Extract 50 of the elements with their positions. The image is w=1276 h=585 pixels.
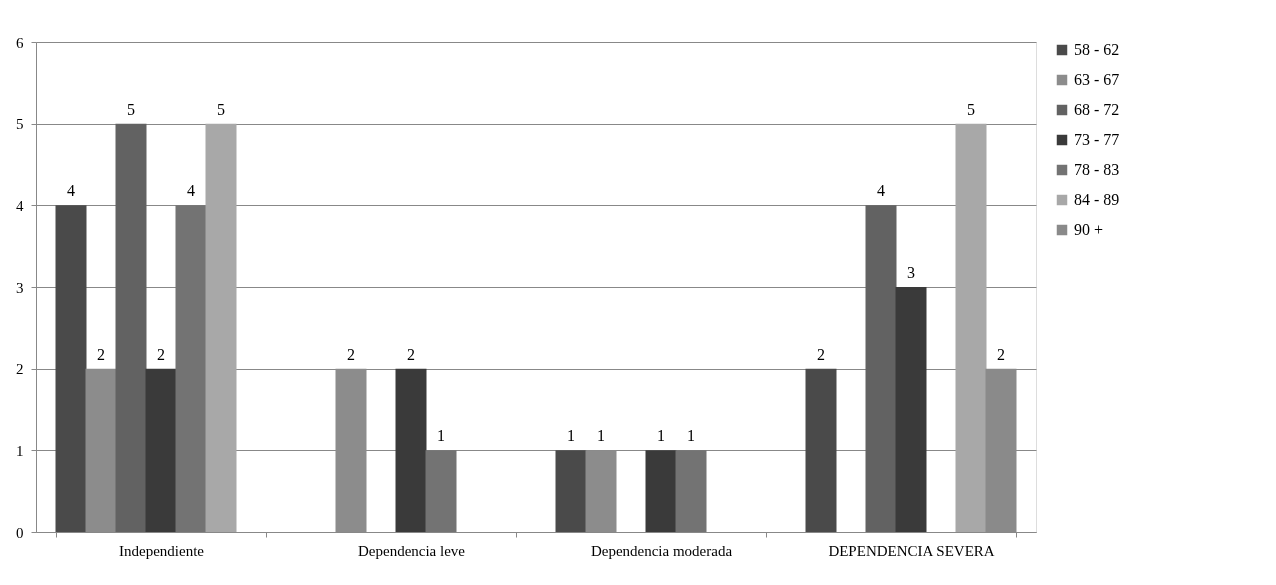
bar xyxy=(395,368,427,532)
y-tick-label: 4 xyxy=(16,197,24,214)
bar xyxy=(205,123,237,532)
legend-label: 63 - 67 xyxy=(1074,71,1120,88)
bar xyxy=(895,287,927,532)
bar xyxy=(675,450,707,532)
data-label: 2 xyxy=(97,345,105,363)
bar xyxy=(555,450,587,532)
y-tick-label: 1 xyxy=(16,442,24,459)
data-label: 5 xyxy=(217,100,225,118)
data-label: 2 xyxy=(997,345,1005,363)
legend-label: 84 - 89 xyxy=(1074,191,1120,208)
legend-label: 68 - 72 xyxy=(1074,101,1120,118)
data-label: 1 xyxy=(597,427,605,445)
bar xyxy=(865,205,897,532)
x-tick-label: Dependencia moderada xyxy=(590,542,733,559)
bar xyxy=(805,368,837,532)
data-label: 5 xyxy=(127,100,135,118)
y-tick-label: 0 xyxy=(16,524,24,541)
bar xyxy=(645,450,677,532)
legend-label: 90 + xyxy=(1074,221,1104,238)
data-label: 2 xyxy=(817,345,825,363)
data-label: 5 xyxy=(967,100,975,118)
bar xyxy=(115,123,147,532)
x-tick-label: Dependencia leve xyxy=(357,542,466,559)
data-label: 1 xyxy=(657,427,665,445)
y-tick-label: 3 xyxy=(16,279,24,296)
bar xyxy=(55,205,87,532)
data-label: 2 xyxy=(347,345,355,363)
bar xyxy=(175,205,207,532)
y-tick-label: 5 xyxy=(16,116,24,133)
y-tick-label: 6 xyxy=(16,34,24,51)
data-label: 4 xyxy=(187,182,195,200)
bar xyxy=(425,450,457,532)
bar xyxy=(955,123,987,532)
legend-label: 78 - 83 xyxy=(1074,161,1120,178)
legend-label: 58 - 62 xyxy=(1074,41,1120,58)
data-label: 2 xyxy=(157,345,165,363)
data-label: 4 xyxy=(67,182,75,200)
data-label: 1 xyxy=(567,427,575,445)
data-label: 3 xyxy=(907,264,915,281)
bar xyxy=(145,368,177,532)
data-label: 1 xyxy=(687,427,695,445)
x-tick-label: DEPENDENCIA SEVERA xyxy=(828,542,995,559)
data-label: 4 xyxy=(877,182,885,200)
data-label: 1 xyxy=(437,427,445,445)
data-label: 2 xyxy=(407,345,415,363)
y-tick-label: 2 xyxy=(16,361,24,378)
x-tick-label: Independiente xyxy=(119,542,205,559)
legend-label: 73 - 77 xyxy=(1074,131,1120,148)
